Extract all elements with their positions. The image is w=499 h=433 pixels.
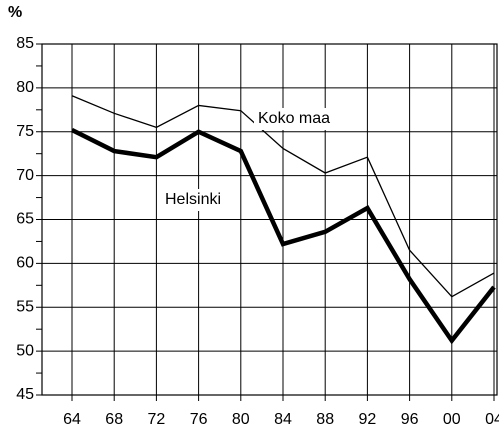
y-tick-label: 55 [16,298,34,315]
x-tick-label: 72 [148,411,166,428]
label-background [161,189,226,211]
y-tick-label: 80 [16,79,34,96]
series-line [70,127,496,345]
y-tick-label: 85 [16,35,34,52]
y-axis-label: % [8,4,22,21]
x-tick-label: 80 [232,411,250,428]
y-tick-label: 75 [16,123,34,140]
label-background [254,108,335,130]
series-line [71,95,495,298]
y-tick-label: 45 [16,386,34,403]
x-tick-label: 96 [401,411,419,428]
y-tick-label: 50 [16,342,34,359]
x-tick-label: 64 [63,411,81,428]
y-tick-label: 65 [16,211,34,228]
series-label: Koko maa [258,110,330,127]
x-tick-label: 04 [485,411,499,428]
x-tick-label: 68 [105,411,123,428]
y-tick-label: 70 [16,167,34,184]
x-tick-label: 76 [190,411,208,428]
x-tick-label: 00 [443,411,461,428]
y-tick-label: 60 [16,255,34,272]
x-tick-label: 88 [316,411,334,428]
x-tick-label: 92 [359,411,377,428]
series-label: Helsinki [165,191,221,208]
x-tick-label: 84 [274,411,292,428]
